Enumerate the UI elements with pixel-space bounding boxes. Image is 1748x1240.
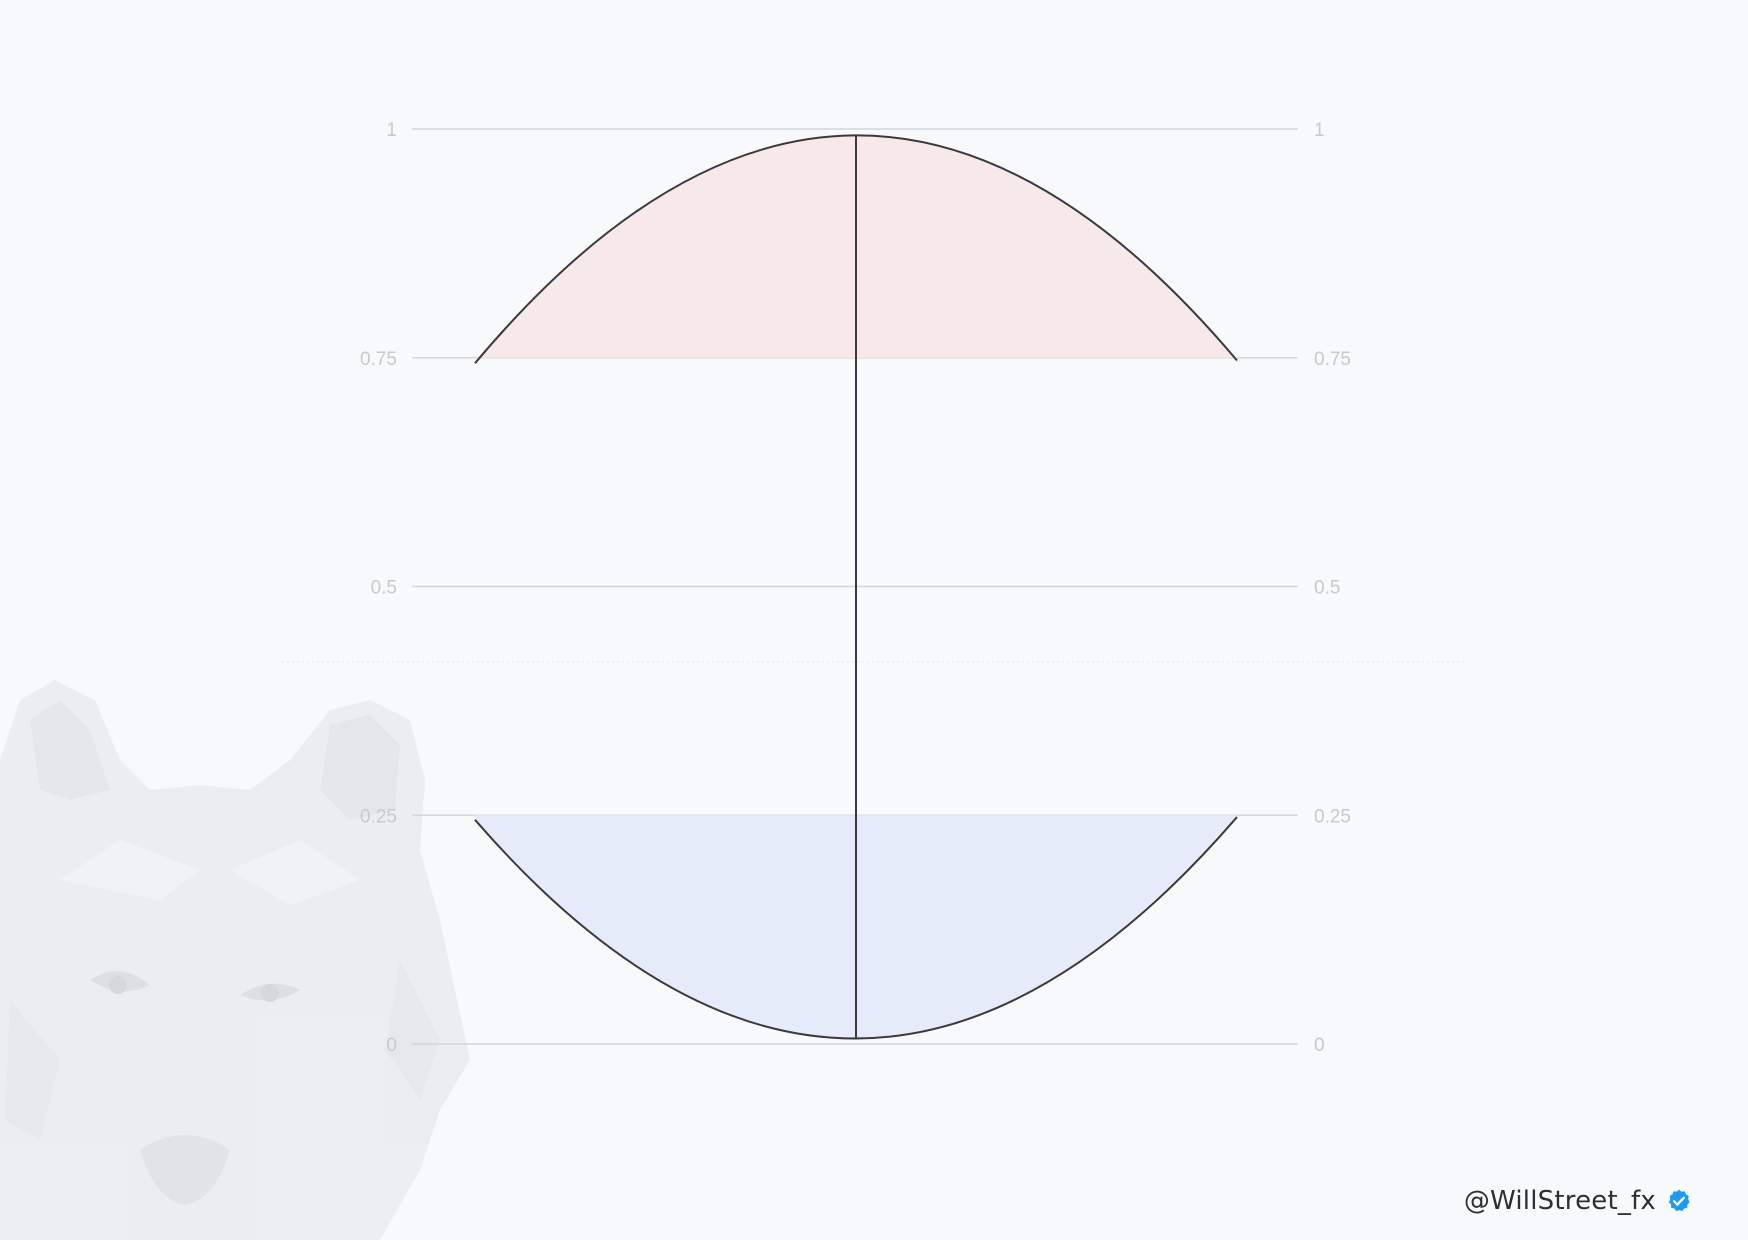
author-handle: @WillStreet_fx <box>1463 1186 1656 1216</box>
y-tick-label-left: 0.75 <box>360 349 397 370</box>
verified-badge-icon <box>1668 1189 1690 1212</box>
y-tick-label-right: 0.75 <box>1314 349 1351 370</box>
y-tick-label-left: 0.5 <box>371 578 397 599</box>
y-tick-label-right: 0.5 <box>1314 578 1340 599</box>
y-tick-label-right: 0 <box>1314 1035 1325 1056</box>
y-tick-label-left: 1 <box>386 120 397 141</box>
tick-labels: 1 1 0.75 0.75 0.5 0.5 0.25 0.25 0 0 <box>360 120 1351 1056</box>
y-tick-label-left: 0.25 <box>360 806 397 827</box>
wolf-head-logo <box>0 680 470 1240</box>
y-tick-label-left: 0 <box>386 1035 397 1056</box>
y-tick-label-right: 1 <box>1314 120 1325 141</box>
author-watermark: @WillStreet_fx <box>1464 1186 1692 1216</box>
y-tick-label-right: 0.25 <box>1314 806 1351 827</box>
